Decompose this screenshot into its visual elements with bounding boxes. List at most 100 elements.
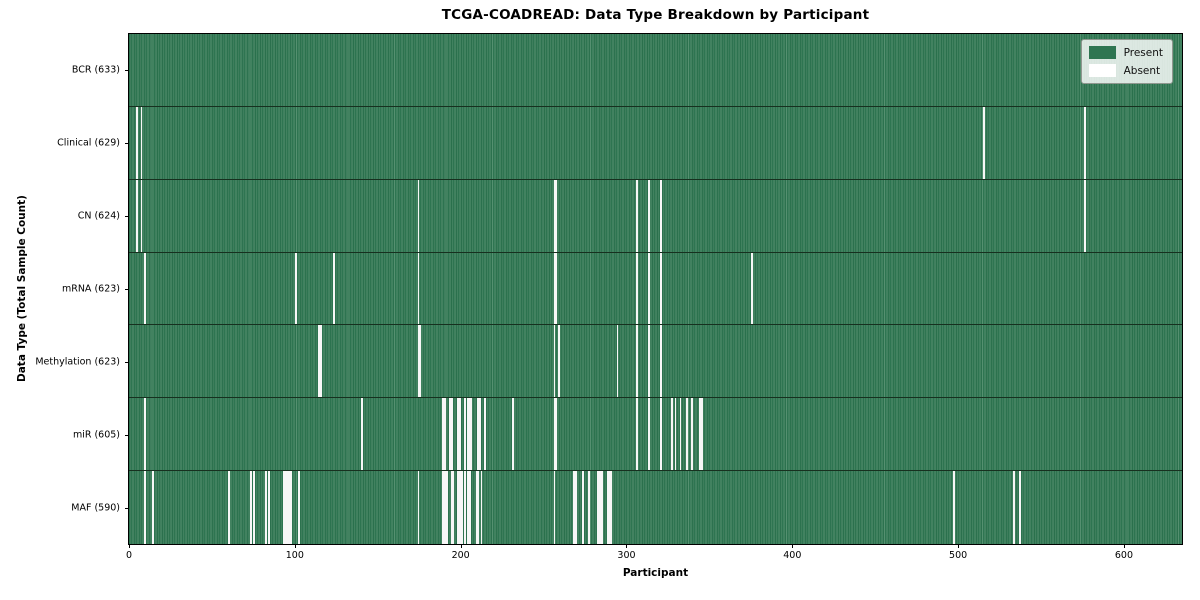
absent-mark <box>361 398 364 471</box>
absent-mark <box>636 252 639 325</box>
absent-mark <box>445 471 448 544</box>
x-tick-label: 100 <box>285 550 304 561</box>
x-tick <box>1123 544 1125 548</box>
absent-mark <box>143 471 146 544</box>
absent-mark <box>648 398 650 471</box>
y-tick <box>125 507 129 509</box>
absent-mark <box>636 179 639 252</box>
row-methylation <box>129 325 1182 399</box>
absent-mark <box>601 471 604 544</box>
absent-mark <box>671 398 674 471</box>
absent-mark <box>417 325 420 398</box>
legend-item-absent: Absent <box>1088 64 1163 77</box>
y-tick <box>125 434 129 436</box>
absent-mark <box>588 471 591 544</box>
absent-mark <box>475 471 478 544</box>
absent-mark <box>573 471 576 544</box>
absent-mark <box>1084 179 1087 252</box>
absent-mark <box>648 179 650 252</box>
absent-mark <box>599 471 602 544</box>
absent-mark <box>609 471 612 544</box>
absent-mark <box>457 471 460 544</box>
absent-mark <box>444 398 446 471</box>
absent-mark <box>983 106 985 179</box>
absent-mark <box>558 325 561 398</box>
row-bcr <box>129 34 1182 107</box>
absent-mark <box>606 471 609 544</box>
absent-mark <box>553 471 556 544</box>
absent-mark <box>750 252 753 325</box>
absent-mark <box>701 398 703 471</box>
absent-mark <box>449 398 451 471</box>
absent-mark <box>699 398 702 471</box>
absent-mark <box>686 398 689 471</box>
absent-mark <box>463 398 466 471</box>
y-tick-label: Methylation (623) <box>35 356 120 368</box>
absent-mark <box>319 325 322 398</box>
absent-mark <box>253 471 256 544</box>
absent-mark <box>298 471 301 544</box>
absent-mark <box>553 179 556 252</box>
absent-mark <box>691 398 694 471</box>
x-tick <box>958 544 960 548</box>
absent-mark <box>286 471 289 544</box>
absent-mark <box>452 471 455 544</box>
absent-mark <box>417 471 420 544</box>
absent-mark <box>1012 471 1015 544</box>
absent-mark <box>1084 106 1087 179</box>
absent-mark <box>417 252 420 325</box>
absent-mark <box>442 471 445 544</box>
absent-mark <box>458 471 461 544</box>
absent-mark <box>288 471 291 544</box>
y-tick <box>125 70 129 72</box>
y-tick-label: BCR (633) <box>71 64 120 76</box>
absent-mark <box>444 471 446 544</box>
absent-mark <box>289 471 292 544</box>
absent-mark <box>460 471 463 544</box>
y-tick <box>125 361 129 363</box>
absent-mark <box>135 106 138 179</box>
x-tick <box>792 544 794 548</box>
row-mir <box>129 398 1182 472</box>
row-mrna <box>129 252 1182 326</box>
x-tick <box>626 544 628 548</box>
absent-mark <box>553 398 556 471</box>
absent-mark <box>442 398 445 471</box>
absent-mark <box>140 179 143 252</box>
absent-mark <box>598 471 601 544</box>
y-tick <box>125 143 129 145</box>
absent-mark <box>679 398 682 471</box>
x-tick-label: 200 <box>451 550 470 561</box>
absent-swatch-icon <box>1088 64 1116 77</box>
y-tick-label: CN (624) <box>77 210 120 222</box>
heatmap-rows <box>129 34 1182 544</box>
absent-mark <box>636 325 639 398</box>
absent-mark <box>953 471 956 544</box>
y-tick-label: MAF (590) <box>71 502 120 514</box>
present-swatch-icon <box>1088 46 1116 59</box>
absent-mark <box>648 325 650 398</box>
absent-mark <box>450 471 453 544</box>
absent-mark <box>318 325 320 398</box>
y-tick-label: mRNA (623) <box>61 283 120 295</box>
absent-mark <box>450 398 453 471</box>
absent-mark <box>152 471 155 544</box>
absent-mark <box>457 398 460 471</box>
row-maf <box>129 471 1182 544</box>
absent-mark <box>478 398 481 471</box>
absent-mark <box>659 179 662 252</box>
absent-mark <box>477 471 480 544</box>
absent-mark <box>553 252 556 325</box>
absent-mark <box>143 398 146 471</box>
absent-mark <box>294 252 297 325</box>
absent-mark <box>555 398 558 471</box>
absent-mark <box>419 325 422 398</box>
x-tick <box>460 544 462 548</box>
absent-mark <box>140 106 143 179</box>
y-tick <box>125 289 129 290</box>
legend-label-present: Present <box>1123 46 1163 59</box>
chart-title: TCGA-COADREAD: Data Type Breakdown by Pa… <box>441 7 870 23</box>
legend-label-absent: Absent <box>1123 64 1161 77</box>
absent-mark <box>135 179 138 252</box>
